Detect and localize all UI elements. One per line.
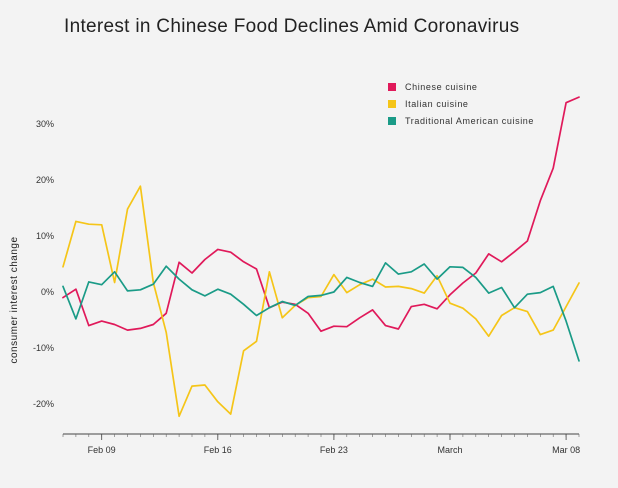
series-line-1: [62, 96, 580, 333]
x-tick-label: Feb 16: [204, 445, 232, 455]
legend-label: Chinese cuisine: [405, 82, 478, 92]
x-tick-label: March: [437, 445, 462, 455]
legend-label: Traditional American cuisine: [405, 116, 534, 126]
x-tick-label: Feb 23: [320, 445, 348, 455]
chart-title: Interest in Chinese Food Declines Amid C…: [64, 16, 520, 37]
legend-swatch: [388, 117, 396, 125]
legend-swatch: [388, 83, 396, 91]
series-line-2: [62, 185, 580, 418]
legend-swatch: [388, 100, 396, 108]
series-line-3: [62, 262, 580, 362]
series-lines: [62, 96, 580, 418]
legend: Chinese cuisine Italian cuisine Traditiona…: [388, 82, 534, 126]
y-tick-label: -10%: [33, 343, 54, 353]
y-tick-label: -20%: [33, 399, 54, 409]
x-tick-label: Feb 09: [88, 445, 116, 455]
y-tick-label: 20%: [36, 175, 54, 185]
y-axis-label: consumer interest change: [9, 236, 20, 363]
x-tick-label: Mar 08: [552, 445, 580, 455]
y-tick-label: 30%: [36, 119, 54, 129]
legend-label: Italian cuisine: [405, 99, 469, 109]
y-tick-label: 10%: [36, 231, 54, 241]
y-tick-label: 0%: [41, 287, 54, 297]
